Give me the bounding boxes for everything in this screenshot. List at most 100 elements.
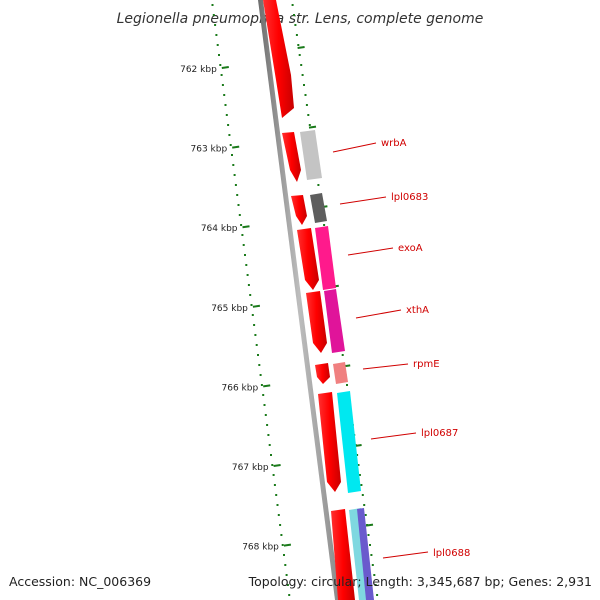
gc-dot [245,264,248,266]
cds-arrow[interactable] [306,291,327,353]
gc-dot [273,484,276,486]
cds-arrow[interactable] [291,195,307,225]
gc-dot [281,544,284,546]
gc-dot [373,574,376,576]
gc-dot [234,184,237,186]
label-line [347,247,394,256]
gc-dot [244,254,246,256]
gc-dot [297,44,300,46]
gc-dot [307,114,310,116]
gc-dot [241,234,244,236]
gc-dot [272,474,275,476]
gc-dot [211,4,214,6]
scale-tick [283,543,292,547]
gc-dot [262,394,265,396]
cds-forward-track [263,0,355,600]
scale-tick [273,464,281,467]
gc-dot [293,14,295,16]
label-line [355,309,402,319]
gene-label-lpl0683[interactable]: lpl0683 [391,192,428,203]
scale-label: 767 kbp [232,463,269,473]
gc-dot [298,54,301,56]
gc-dot [284,564,287,566]
scale-label: 762 kbp [180,65,217,75]
scale-label: 766 kbp [222,383,259,393]
gc-dot [371,564,374,566]
gc-dot [255,344,258,346]
gc-dot [227,124,230,126]
topology-text: Topology: circular; Length: 3,345,687 bp… [248,574,592,589]
gene-block-wrbA[interactable] [300,130,322,180]
label-line [339,196,387,205]
gc-dot [247,284,250,286]
gc-dot [346,384,348,386]
gc-dot [221,84,224,86]
gc-dot [364,514,367,516]
gene-label-lpl0687[interactable]: lpl0687 [421,428,458,439]
label-line [332,142,377,153]
gc-dot [288,594,291,596]
gene-block-lpl0687[interactable] [337,391,361,493]
gc-dot [291,4,294,6]
gc-dot [224,104,227,106]
gc-dot [363,504,366,506]
gc-dot [215,34,218,36]
gc-dot [242,244,245,246]
gc-dot [254,334,257,336]
gc-dot [270,454,272,456]
gc-dot [317,184,320,186]
gc-dot [283,554,285,556]
gc-dot [370,554,373,556]
gc-dot [323,224,326,226]
gene-label-rpmE[interactable]: rpmE [413,359,440,370]
gc-dot [367,534,370,536]
gc-dot [225,114,228,116]
gc-dot [301,74,304,76]
gene-label-lpl0688[interactable]: lpl0688 [433,548,470,559]
cds-arrow[interactable] [331,509,355,600]
scale-ticks: 762 kbp 763 kbp 764 kbp 765 kbp 766 kbp 767 k… [180,46,374,553]
gene-label-xthA[interactable]: xthA [406,305,429,316]
gene-block-lpl0683[interactable] [310,193,327,223]
gc-dot [258,364,261,366]
gc-dot [251,314,254,316]
gc-content-inner-track [211,4,291,596]
scale-tick [263,384,271,388]
gc-dot [233,174,236,176]
gene-block-rpmE[interactable] [333,362,348,384]
cds-arrow[interactable] [318,392,341,492]
cds-arrow[interactable] [263,0,294,118]
gc-dot [376,594,379,596]
label-line [362,363,409,370]
map-title: Legionella pneumophila str. Lens, comple… [117,11,484,27]
scale-tick [232,145,240,149]
gc-dot [257,354,259,356]
label-line [370,432,417,440]
gene-label-wrbA[interactable]: wrbA [381,138,407,149]
gc-dot [280,534,283,536]
accession-text: Accession: NC_006369 [9,574,152,589]
scale-tick [242,225,250,229]
gc-dot [240,224,243,226]
gene-block-xthA[interactable] [324,289,345,353]
gc-dot [246,274,249,276]
cds-arrow[interactable] [282,132,301,182]
gc-dot [275,494,278,496]
gene-label-exoA[interactable]: exoA [398,243,423,254]
gc-dot [374,584,377,586]
cds-arrow[interactable] [297,228,319,290]
scale-tick-outer [308,125,317,129]
gc-dot [228,134,231,136]
gc-dot [238,214,241,216]
gene-block-exoA[interactable] [315,226,336,290]
gc-dot [304,94,307,96]
gc-dot [263,404,266,406]
gc-dot [267,434,270,436]
scale-label: 765 kbp [211,304,248,314]
cds-arrow[interactable] [315,363,330,384]
gene-labels: wrbA lpl0683 exoA xthA rpmE lpl0687 lpl0… [332,138,470,559]
gc-dot [250,304,253,306]
scale-label: 763 kbp [191,145,228,155]
scale-tick-outer [365,523,374,527]
